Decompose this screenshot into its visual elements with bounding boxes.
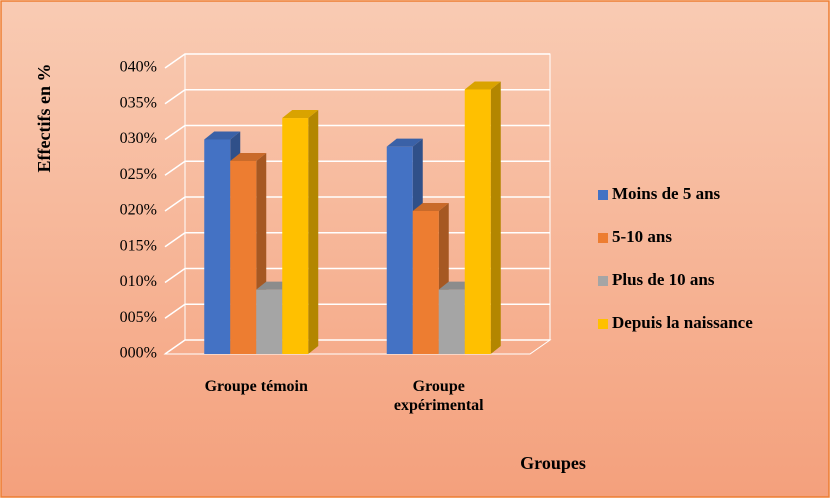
y-tick-label: 035% <box>120 94 157 111</box>
grid-line <box>164 196 550 212</box>
y-tick-label: 030% <box>120 130 157 147</box>
x-tick-label: Groupe témoin <box>204 378 308 395</box>
legend-swatch <box>598 233 608 243</box>
bar-top <box>204 131 241 140</box>
legend-label: Moins de 5 ans <box>612 184 721 203</box>
grid-line <box>164 124 550 141</box>
bar-top <box>464 81 501 90</box>
bar <box>438 289 465 354</box>
bar <box>282 118 309 354</box>
grid-line <box>164 53 550 69</box>
y-tick-label: 040% <box>120 59 157 76</box>
grid-line <box>164 89 550 105</box>
legend-swatch <box>598 276 608 286</box>
bar <box>464 89 491 354</box>
y-tick-label: 020% <box>120 202 157 219</box>
y-tick-label: 010% <box>120 273 157 290</box>
y-tick-label: 015% <box>120 237 157 254</box>
y-tick-label: 025% <box>120 166 157 183</box>
bar-side <box>490 81 501 354</box>
bar <box>386 146 413 354</box>
bar <box>230 160 257 354</box>
bar-top <box>386 138 423 147</box>
x-tick-label: Groupe expérimental <box>393 378 484 414</box>
legend-swatch <box>598 319 608 329</box>
bar-top <box>412 203 449 211</box>
legend-swatch <box>598 190 608 200</box>
legend-label: Plus de 10 ans <box>612 270 715 289</box>
bar <box>412 211 439 354</box>
x-axis-title: Groupes <box>520 453 586 473</box>
y-axis-title: Effectifs en % <box>34 64 54 173</box>
grid-line <box>164 160 550 176</box>
legend-label: Depuis la naissance <box>612 313 753 332</box>
bar-top <box>230 152 267 161</box>
bar-top <box>282 110 319 119</box>
bar-side <box>308 110 319 354</box>
bar <box>204 139 231 354</box>
legend-label: 5-10 ans <box>612 227 672 246</box>
bar <box>256 289 283 354</box>
y-tick-label: 005% <box>120 309 157 326</box>
y-tick-label: 000% <box>120 345 157 362</box>
